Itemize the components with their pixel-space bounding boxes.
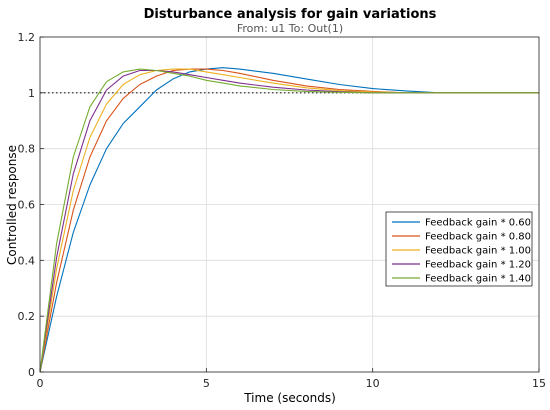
chart-subtitle: From: u1 To: Out(1) xyxy=(237,22,343,35)
series-line-1 xyxy=(39,67,539,373)
legend-label-3: Feedback gain * 1.00 xyxy=(425,246,531,257)
y-tick-label: 0.6 xyxy=(18,199,36,212)
y-axis-label: Controlled response xyxy=(5,145,19,265)
x-tick-label: 5 xyxy=(203,377,210,390)
legend-label-2: Feedback gain * 0.80 xyxy=(425,232,531,243)
y-tick-label: 1 xyxy=(28,87,35,100)
y-tick-label: 0 xyxy=(28,366,35,379)
ticks: 0 5 10 15 0 0.2 0.4 0.6 0.8 1 1.2 xyxy=(18,31,547,390)
series-lines xyxy=(39,67,539,373)
legend-label-5: Feedback gain * 1.40 xyxy=(425,274,531,285)
x-tick-label: 0 xyxy=(37,377,44,390)
legend: Feedback gain * 0.60 Feedback gain * 0.80… xyxy=(385,211,533,287)
legend-label-4: Feedback gain * 1.20 xyxy=(425,260,531,271)
series-line-5 xyxy=(39,68,539,373)
chart-title: Disturbance analysis for gain variations xyxy=(144,7,437,22)
x-tick-label: 15 xyxy=(532,377,546,390)
legend-label-1: Feedback gain * 0.60 xyxy=(425,218,531,229)
legend-box xyxy=(385,211,533,287)
y-tick-label: 0.4 xyxy=(18,254,36,267)
y-tick-label: 1.2 xyxy=(18,31,36,44)
y-tick-label: 0.2 xyxy=(18,310,36,323)
x-axis-label: Time (seconds) xyxy=(243,391,336,405)
x-tick-label: 10 xyxy=(366,377,380,390)
y-tick-label: 0.8 xyxy=(18,143,36,156)
